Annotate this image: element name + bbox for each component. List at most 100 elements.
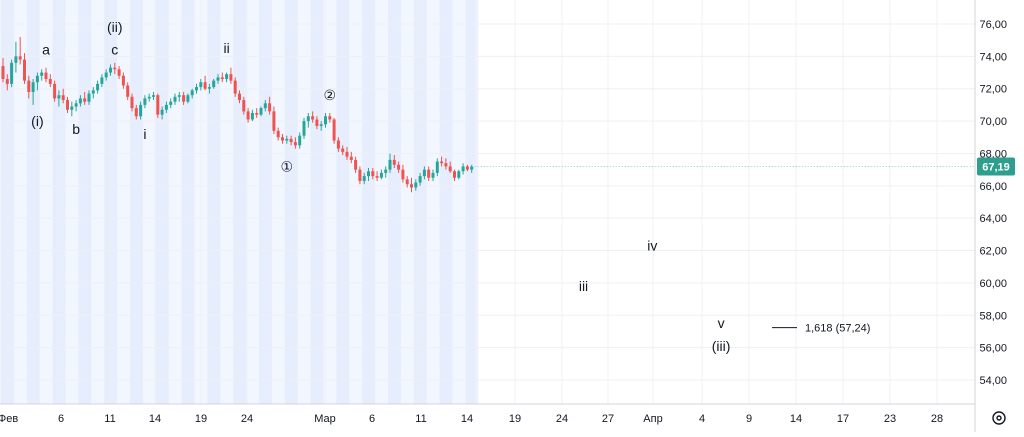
candle-body [35, 75, 39, 83]
candle-body [74, 103, 78, 107]
candle [130, 93, 134, 112]
candle-body [465, 166, 469, 170]
candle [268, 96, 272, 115]
candle [281, 134, 284, 144]
candle [27, 75, 31, 99]
candle [233, 77, 237, 97]
candle [126, 82, 130, 101]
candle [349, 151, 353, 164]
candle [1, 57, 5, 83]
wave-label: (i) [31, 113, 43, 129]
candle [31, 79, 35, 105]
candle-body [341, 148, 345, 152]
candle-body [203, 82, 207, 89]
candle-body [328, 116, 332, 120]
candle [78, 95, 82, 107]
candle-body [444, 163, 448, 167]
candle [18, 36, 22, 65]
candle-body [152, 95, 155, 97]
session-band [52, 0, 66, 404]
price-tick-label: 58,00 [979, 310, 1007, 322]
time-tick-label: Апр [643, 413, 662, 425]
session-band [207, 0, 221, 404]
candle-body [281, 137, 284, 141]
candle [83, 91, 87, 105]
candle-body [186, 95, 190, 102]
candle-body [117, 69, 121, 76]
session-band [310, 0, 324, 404]
time-tick-label: 4 [699, 413, 705, 425]
candle [324, 113, 327, 128]
last-price-badge[interactable] [977, 157, 1015, 176]
candle [414, 179, 418, 191]
candle-body [255, 113, 259, 115]
candle [410, 177, 413, 193]
candle [401, 164, 405, 183]
candle-body [392, 159, 396, 165]
time-tick-label: 24 [556, 413, 568, 425]
candle-body [225, 74, 229, 80]
candle-body [302, 121, 306, 136]
candle-body [57, 95, 61, 99]
candle-body [422, 169, 426, 177]
candle-body [113, 67, 117, 70]
candle [444, 158, 448, 170]
candle [397, 161, 401, 173]
candle [48, 74, 52, 88]
price-axis[interactable]: 54,00 56,00 58,00 60,00 62,00 64,00 66,00 68,00… [474, 0, 1015, 432]
candle-body [367, 171, 370, 177]
candle-body [220, 77, 224, 80]
candle [319, 121, 323, 131]
time-tick-label: 14 [149, 413, 161, 425]
candle [259, 106, 263, 117]
candle-body [397, 164, 401, 170]
candle [143, 95, 147, 109]
candle-body [134, 108, 138, 117]
wave-label: iv [647, 238, 657, 254]
gear-icon[interactable] [992, 411, 1006, 425]
candle [10, 59, 14, 88]
candle [104, 69, 108, 81]
wave-label: v [718, 315, 725, 331]
wave-label: ii [223, 40, 229, 56]
candle [453, 169, 456, 181]
candle-body [1, 66, 5, 80]
candle [341, 145, 345, 156]
candle [289, 135, 293, 146]
candle [186, 93, 190, 104]
candle [229, 67, 233, 84]
candle-body [143, 98, 147, 105]
candle-body [250, 113, 254, 120]
time-tick-label: 9 [746, 413, 752, 425]
candle-body [298, 135, 302, 146]
session-band [388, 0, 401, 404]
candle-body [315, 119, 319, 126]
candle [238, 90, 241, 104]
fib-extension[interactable]: 1,618 (57,24) [772, 323, 870, 335]
candle-body [354, 159, 358, 170]
session-band [155, 0, 169, 404]
price-tick-label: 76,00 [979, 19, 1007, 31]
candle-body [457, 171, 461, 178]
price-tick-label: 64,00 [979, 213, 1007, 225]
candle [212, 79, 216, 89]
candle-body [173, 96, 177, 102]
fib-level-label: 1,618 (57,24) [805, 323, 870, 335]
candle-body [384, 169, 388, 173]
candle-body [332, 119, 336, 141]
candle-body [272, 111, 276, 131]
candle-body [336, 140, 340, 149]
candle-body [410, 184, 413, 188]
time-axis[interactable]: Фев 6 11 14 19 24 Мар 6 11 14 19 24 27 Апр 4 9 14 17 23 28 [0, 403, 1006, 425]
candle [147, 93, 151, 102]
candle [457, 169, 461, 180]
session-bands [0, 0, 479, 404]
candle-body [182, 95, 186, 102]
candle-body [431, 172, 435, 178]
time-tick-label: 17 [837, 413, 849, 425]
candle-body [319, 124, 323, 126]
candle-body [311, 116, 315, 120]
candle [440, 156, 444, 167]
